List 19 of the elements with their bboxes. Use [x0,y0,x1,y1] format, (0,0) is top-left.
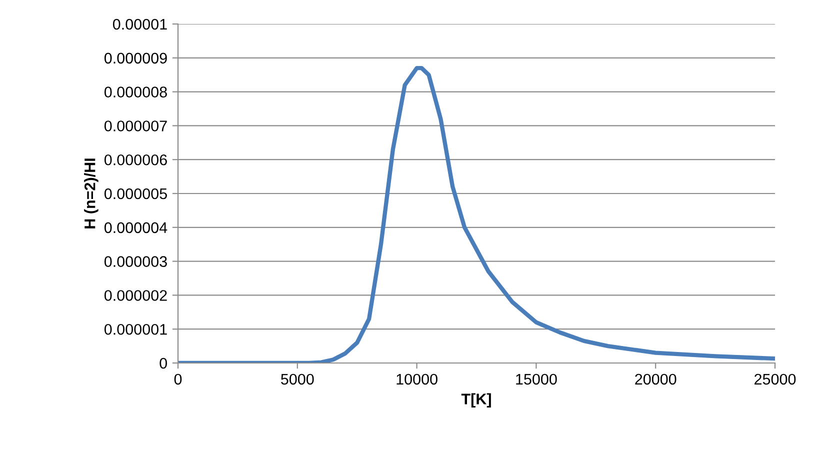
x-tick-label: 15000 [516,374,557,385]
x-tick-label: 5000 [281,374,314,385]
y-tick-label: 0.000009 [104,52,167,64]
y-axis-title: H (n=2)/HI [84,158,98,228]
y-tick-label: 0.00001 [112,18,167,30]
y-tick-label: 0.000005 [104,188,167,200]
x-tick-label: 0 [174,374,182,385]
x-tick-label: 10000 [396,374,438,385]
y-tick-label: 0.000008 [104,86,167,98]
y-tick-label: 0.000004 [104,222,168,234]
y-tick-label: 0.000001 [104,324,167,335]
y-tick-label: 0.000003 [104,256,167,267]
y-tick-label: 0.000007 [104,120,167,132]
y-tick-label: 0.000006 [104,154,167,166]
y-tick-label: 0 [160,358,167,369]
x-tick-label: 25000 [754,374,796,385]
x-tick-label: 20000 [635,374,676,385]
y-tick-label: 0.000002 [104,290,167,301]
x-axis-title: T[K] [461,393,491,408]
